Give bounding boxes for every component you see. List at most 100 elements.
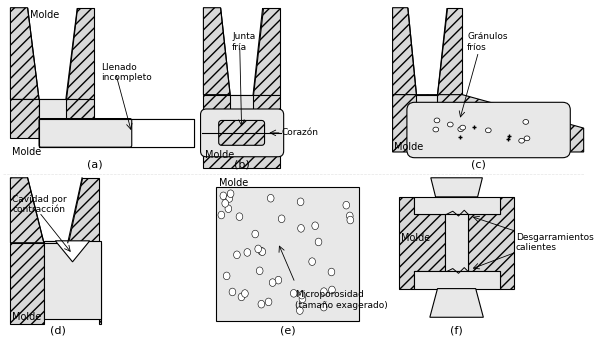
Ellipse shape: [244, 249, 250, 256]
Text: (a): (a): [87, 160, 102, 170]
Polygon shape: [99, 243, 101, 324]
Ellipse shape: [299, 291, 305, 299]
Polygon shape: [10, 8, 39, 99]
Bar: [216, 187, 359, 321]
Ellipse shape: [241, 290, 248, 297]
Ellipse shape: [320, 288, 327, 295]
Ellipse shape: [298, 225, 305, 232]
Ellipse shape: [222, 200, 229, 207]
Polygon shape: [204, 8, 230, 95]
Polygon shape: [10, 99, 39, 138]
Text: Molde: Molde: [401, 233, 430, 243]
Ellipse shape: [297, 307, 303, 315]
Ellipse shape: [220, 192, 227, 200]
Ellipse shape: [433, 127, 438, 132]
FancyBboxPatch shape: [407, 102, 570, 158]
Text: Desgarramientos
calientes: Desgarramientos calientes: [516, 233, 593, 253]
Ellipse shape: [519, 138, 525, 143]
Ellipse shape: [257, 267, 263, 275]
Polygon shape: [431, 178, 482, 197]
Polygon shape: [399, 197, 445, 289]
Ellipse shape: [447, 122, 453, 127]
Ellipse shape: [458, 127, 463, 131]
Polygon shape: [67, 178, 99, 243]
Text: Molde: Molde: [206, 150, 235, 160]
Ellipse shape: [275, 276, 282, 284]
Text: (f): (f): [450, 326, 463, 336]
Ellipse shape: [258, 247, 264, 255]
Polygon shape: [230, 95, 253, 119]
Bar: [39, 119, 194, 147]
Ellipse shape: [315, 238, 322, 246]
Polygon shape: [39, 99, 66, 119]
Ellipse shape: [218, 211, 225, 219]
Ellipse shape: [328, 268, 335, 276]
Ellipse shape: [236, 213, 243, 220]
Polygon shape: [430, 289, 483, 317]
Ellipse shape: [259, 248, 266, 256]
Ellipse shape: [268, 194, 274, 202]
Bar: [445, 214, 468, 271]
Text: Microporosidad
(tamaño exagerado): Microporosidad (tamaño exagerado): [295, 290, 388, 310]
Ellipse shape: [269, 279, 276, 286]
Polygon shape: [393, 95, 584, 152]
Polygon shape: [55, 241, 90, 262]
Polygon shape: [39, 99, 194, 147]
Ellipse shape: [229, 288, 236, 296]
Ellipse shape: [320, 303, 327, 311]
Text: Llenado
incompleto: Llenado incompleto: [101, 63, 152, 82]
Polygon shape: [10, 243, 44, 324]
Bar: [413, 271, 500, 289]
Ellipse shape: [255, 245, 261, 253]
Ellipse shape: [347, 212, 353, 220]
Ellipse shape: [223, 272, 230, 280]
Text: (d): (d): [50, 326, 66, 336]
Polygon shape: [393, 8, 416, 95]
Text: Molde: Molde: [395, 142, 424, 152]
Ellipse shape: [278, 215, 285, 222]
Ellipse shape: [225, 205, 232, 212]
Text: (e): (e): [280, 326, 295, 336]
Polygon shape: [10, 178, 44, 243]
Ellipse shape: [312, 222, 319, 230]
Text: Molde: Molde: [12, 312, 41, 322]
Ellipse shape: [309, 258, 316, 265]
Ellipse shape: [524, 136, 530, 141]
Ellipse shape: [347, 216, 354, 224]
Text: Gránulos
fríos: Gránulos fríos: [467, 33, 508, 52]
Ellipse shape: [523, 119, 528, 124]
Polygon shape: [253, 8, 280, 95]
Text: Corazón: Corazón: [282, 128, 319, 137]
Ellipse shape: [258, 300, 264, 308]
Polygon shape: [204, 95, 280, 168]
Text: (c): (c): [471, 160, 486, 170]
Text: Molde: Molde: [12, 147, 41, 157]
Ellipse shape: [328, 286, 335, 294]
Ellipse shape: [227, 190, 234, 198]
Polygon shape: [44, 241, 67, 243]
Bar: [44, 241, 101, 319]
Ellipse shape: [460, 125, 466, 130]
Ellipse shape: [252, 230, 258, 238]
Ellipse shape: [265, 298, 272, 306]
Polygon shape: [438, 8, 462, 95]
Ellipse shape: [233, 251, 240, 258]
Polygon shape: [66, 8, 94, 99]
Ellipse shape: [226, 195, 233, 202]
Text: (b): (b): [233, 160, 249, 170]
Polygon shape: [416, 95, 438, 104]
Text: Cavidad por
contracción: Cavidad por contracción: [12, 195, 67, 214]
Ellipse shape: [299, 295, 306, 303]
Ellipse shape: [485, 128, 491, 133]
Text: Molde: Molde: [219, 177, 248, 188]
Text: Junta
fría: Junta fría: [232, 33, 255, 52]
Text: Molde: Molde: [30, 10, 59, 20]
Bar: [413, 197, 500, 214]
Ellipse shape: [238, 293, 245, 301]
FancyBboxPatch shape: [201, 109, 284, 157]
Ellipse shape: [343, 201, 350, 209]
Polygon shape: [468, 197, 514, 289]
Ellipse shape: [291, 290, 297, 297]
FancyBboxPatch shape: [39, 119, 132, 147]
Bar: [39, 119, 194, 147]
